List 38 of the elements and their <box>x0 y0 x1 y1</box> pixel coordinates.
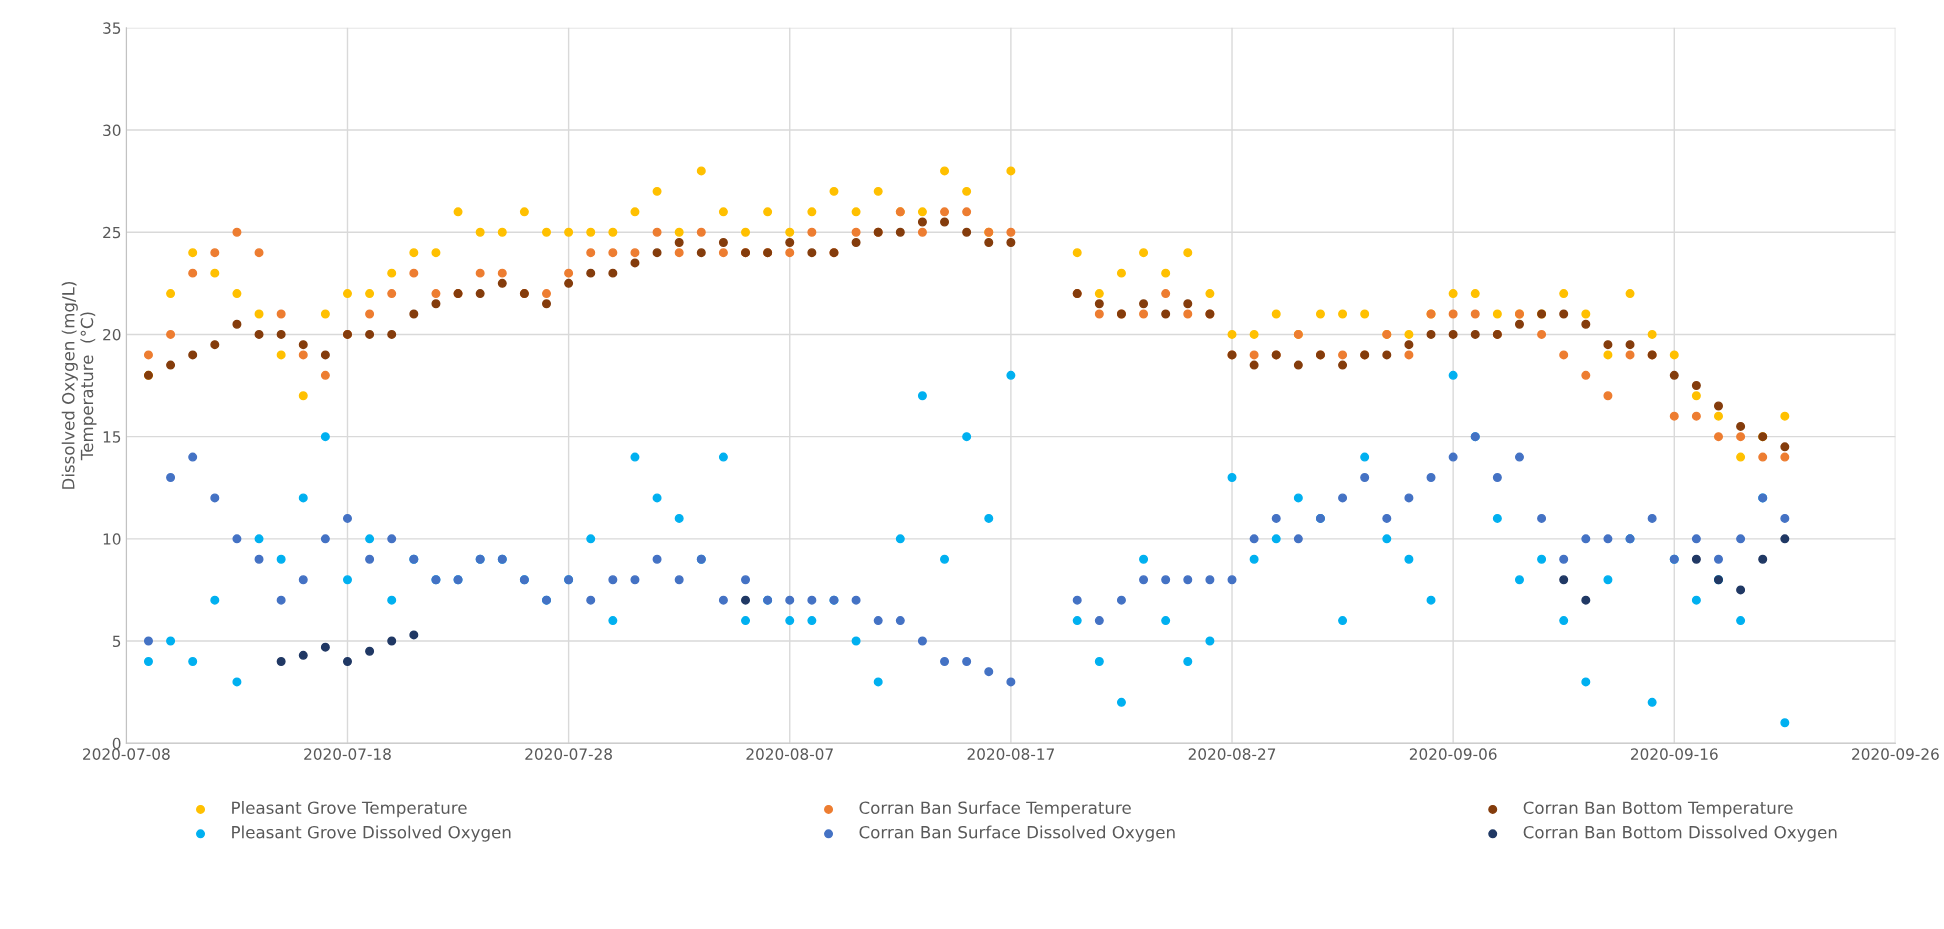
legend-label: Corran Ban Bottom Dissolved Oxygen <box>1523 825 1837 842</box>
x-tick-label: 2020-07-08 <box>83 748 170 760</box>
y-tick-label: 0 <box>112 737 121 750</box>
point <box>741 595 751 605</box>
legend-label: Corran Ban Surface Dissolved Oxygen <box>859 825 1175 842</box>
y-tick-label: 10 <box>103 533 121 545</box>
point <box>1736 585 1746 595</box>
y-tick-label: 30 <box>103 124 121 137</box>
legend-label: Corran Ban Bottom Temperature <box>1523 801 1793 818</box>
point <box>365 646 375 656</box>
point <box>276 656 286 666</box>
y-tick-label: 35 <box>103 22 121 34</box>
point <box>1780 534 1790 544</box>
legend-label: Corran Ban Surface Temperature <box>859 801 1131 818</box>
x-tick-label: 2020-09-06 <box>1409 748 1497 760</box>
x-tick-label: 2020-08-07 <box>746 748 833 760</box>
x-tick-label: 2020-09-16 <box>1631 748 1718 760</box>
point <box>320 642 330 652</box>
y-tick-label: 15 <box>103 431 121 443</box>
y-tick-label: 5 <box>112 635 121 648</box>
x-tick-label: 2020-08-17 <box>967 748 1054 760</box>
y-tick-label: 20 <box>103 328 121 341</box>
point <box>298 650 308 660</box>
point <box>1758 554 1768 564</box>
point <box>387 636 397 646</box>
point <box>342 656 352 666</box>
y-tick-label: 25 <box>103 226 121 239</box>
point <box>1559 575 1569 585</box>
point <box>1581 595 1591 605</box>
x-tick-label: 2020-09-26 <box>1852 748 1939 760</box>
x-tick-label: 2020-07-18 <box>304 748 391 760</box>
point <box>1691 554 1701 564</box>
legend-label: Pleasant Grove Dissolved Oxygen <box>232 825 511 842</box>
y-axis-title: Dissolved Oxygen (mg/L) Temperature (°C) <box>61 282 97 489</box>
x-tick-label: 2020-08-27 <box>1188 748 1276 760</box>
legend-label: Pleasant Grove Temperature <box>232 801 467 818</box>
point <box>409 630 419 640</box>
x-tick-label: 2020-07-28 <box>525 748 612 760</box>
